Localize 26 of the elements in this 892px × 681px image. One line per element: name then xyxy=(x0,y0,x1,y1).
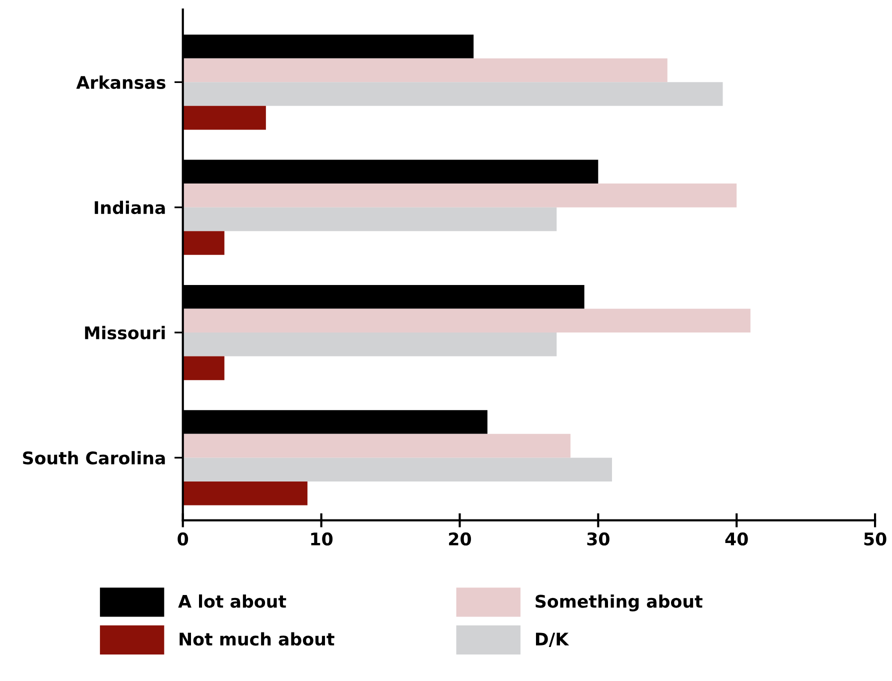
bar xyxy=(182,184,737,208)
bar xyxy=(182,434,570,458)
y-tick-label: South Carolina xyxy=(23,451,165,465)
legend-label: D/K xyxy=(536,632,570,647)
bar xyxy=(182,332,557,356)
legend-label: A lot about xyxy=(178,594,286,608)
bar xyxy=(182,106,266,130)
bar xyxy=(182,231,224,255)
y-tick-label: Indiana xyxy=(94,200,165,214)
x-tick-label: 30 xyxy=(587,532,610,546)
legend-label: Something about xyxy=(536,594,702,612)
bar xyxy=(182,207,557,232)
bar xyxy=(182,82,723,106)
x-tick-label: 20 xyxy=(449,532,471,546)
y-tick-label: Arkansas xyxy=(76,76,166,89)
bar xyxy=(182,308,750,333)
bar xyxy=(182,356,224,380)
bar xyxy=(182,481,308,506)
legend-label: Not much about xyxy=(180,632,334,646)
bar xyxy=(182,58,668,82)
x-tick-label: 40 xyxy=(725,532,748,546)
y-tick-label: Missouri xyxy=(85,326,165,340)
x-tick-label: 0 xyxy=(178,532,188,546)
x-tick-label: 10 xyxy=(311,532,333,546)
bar xyxy=(182,458,612,482)
x-tick-label: 50 xyxy=(864,532,886,546)
